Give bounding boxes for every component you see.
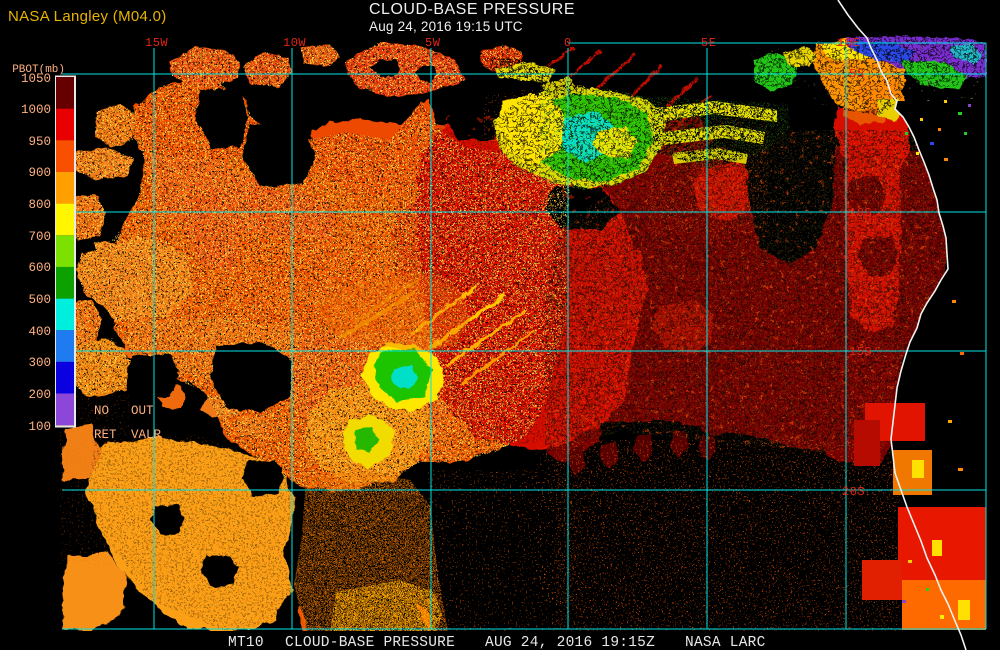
svg-text:1050: 1050 <box>21 72 51 86</box>
svg-text:600: 600 <box>28 261 51 275</box>
svg-text:10S: 10S <box>849 206 872 220</box>
svg-text:15W: 15W <box>145 36 168 50</box>
svg-text:1000: 1000 <box>21 103 51 117</box>
svg-text:MT10: MT10 <box>228 635 264 650</box>
svg-text:500: 500 <box>28 293 51 307</box>
svg-text:CLOUD-BASE PRESSURE: CLOUD-BASE PRESSURE <box>369 1 575 18</box>
svg-text:15S: 15S <box>849 345 872 359</box>
svg-text:0: 0 <box>564 36 572 50</box>
svg-text:300: 300 <box>28 356 51 370</box>
svg-text:5W: 5W <box>425 36 441 50</box>
svg-text:AUG 24, 2016 19:15Z: AUG 24, 2016 19:15Z <box>485 635 655 650</box>
svg-text:NASA Langley (M04.0): NASA Langley (M04.0) <box>8 8 167 25</box>
svg-text:CLOUD-BASE PRESSURE: CLOUD-BASE PRESSURE <box>285 635 455 650</box>
svg-text:700: 700 <box>28 230 51 244</box>
svg-text:100: 100 <box>28 420 51 434</box>
svg-text:OUT: OUT <box>131 404 154 418</box>
svg-text:800: 800 <box>28 198 51 212</box>
svg-text:10E: 10E <box>837 36 860 50</box>
svg-text:400: 400 <box>28 325 51 339</box>
svg-text:950: 950 <box>28 135 51 149</box>
svg-text:900: 900 <box>28 166 51 180</box>
svg-text:Aug 24, 2016 19:15 UTC: Aug 24, 2016 19:15 UTC <box>369 19 523 34</box>
svg-text:5S: 5S <box>849 67 864 81</box>
svg-text:VALR: VALR <box>131 428 162 442</box>
svg-text:20S: 20S <box>842 485 865 499</box>
svg-text:NASA LARC: NASA LARC <box>685 635 766 650</box>
svg-text:5E: 5E <box>701 36 716 50</box>
svg-text:RET: RET <box>94 428 117 442</box>
svg-text:NO: NO <box>94 404 109 418</box>
svg-text:200: 200 <box>28 388 51 402</box>
svg-text:10W: 10W <box>283 36 306 50</box>
svg-text:PBOT(mb): PBOT(mb) <box>12 64 65 76</box>
